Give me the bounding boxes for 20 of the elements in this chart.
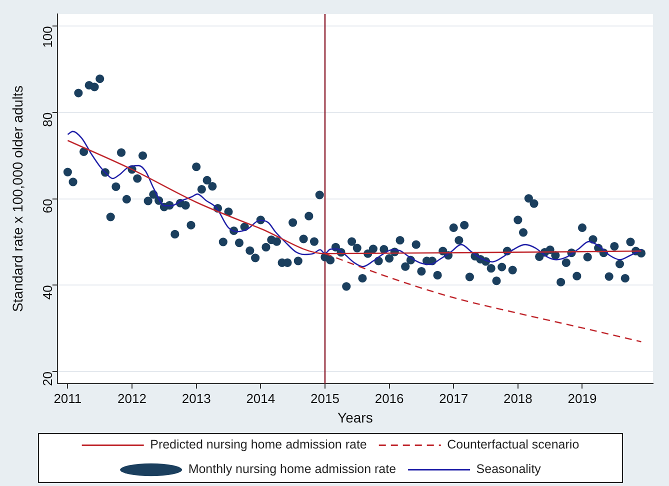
legend-label: Predicted nursing home admission rate (150, 438, 367, 452)
x-tick-label: 2017 (439, 390, 468, 406)
x-tick-label: 2014 (246, 390, 276, 406)
y-tick-label: 100 (40, 26, 55, 48)
legend-label: Seasonality (476, 462, 542, 476)
x-tick-label: 2011 (54, 390, 82, 406)
x-tick-label: 2016 (374, 390, 404, 406)
legend-label: Counterfactual scenario (447, 438, 580, 452)
y-tick-label: 80 (40, 112, 55, 127)
y-tick-label: 60 (40, 198, 55, 214)
x-axis-title: Years (338, 409, 373, 426)
x-tick-label: 2012 (118, 390, 146, 406)
y-tick-label: 20 (40, 372, 55, 386)
y-tick-label: 40 (40, 285, 55, 300)
x-tick-label: 2018 (503, 390, 532, 406)
x-tick-label: 2015 (310, 390, 340, 406)
x-tick-label: 2013 (182, 390, 211, 406)
legend-label: Monthly nursing home admission rate (188, 462, 396, 476)
y-axis-title: Standard rate x 100,000 older adults (9, 86, 26, 312)
x-tick-label: 2019 (568, 390, 597, 406)
